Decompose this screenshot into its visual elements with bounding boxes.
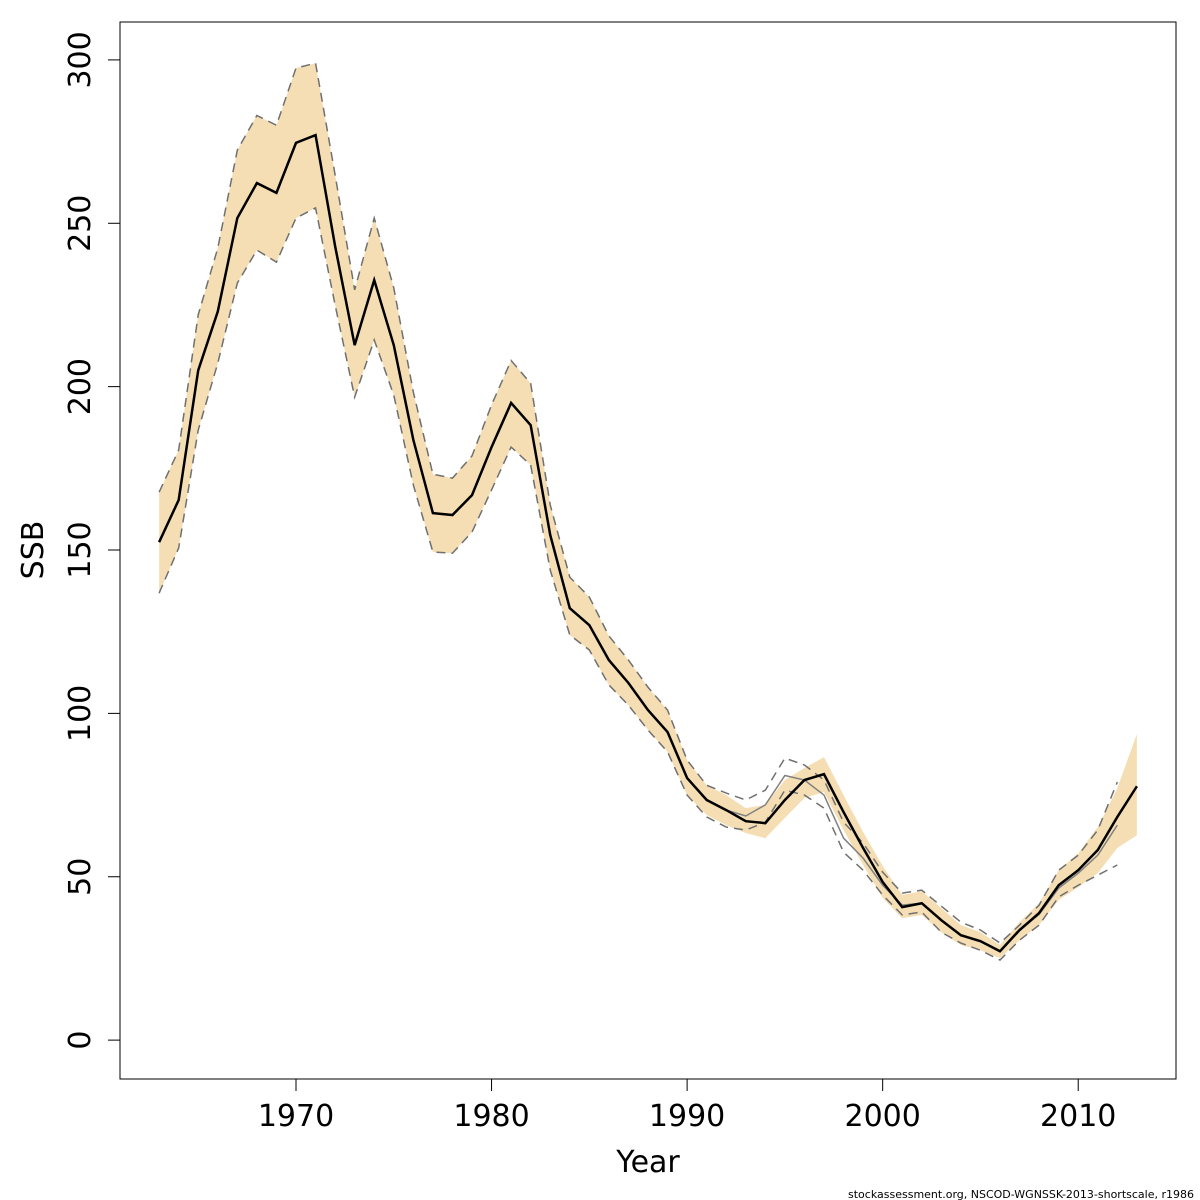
confidence-band xyxy=(159,63,1137,959)
y-tick-label: 250 xyxy=(63,195,98,252)
x-tick-label: 2000 xyxy=(844,1099,920,1134)
y-tick-label: 50 xyxy=(63,858,98,896)
x-tick-label: 1970 xyxy=(258,1099,334,1134)
line xyxy=(158,62,1119,945)
y-tick-label: 300 xyxy=(63,31,98,88)
x-tick-label: 2010 xyxy=(1040,1099,1116,1134)
x-tick-label: 1980 xyxy=(453,1099,529,1134)
y-tick-label: 0 xyxy=(63,1031,98,1050)
x-tick-label: 1990 xyxy=(649,1099,725,1134)
y-tick-label: 200 xyxy=(63,358,98,415)
y-tick-label: 100 xyxy=(63,685,98,742)
line xyxy=(157,133,1138,953)
footer: stockassessment.org, NSCOD-WGNSSK-2013-s… xyxy=(848,1188,1194,1200)
y-tick-label: 150 xyxy=(63,521,98,578)
x-axis-label: Year xyxy=(615,1145,680,1180)
line xyxy=(158,206,1118,961)
y-axis-label: SSB xyxy=(16,521,51,580)
